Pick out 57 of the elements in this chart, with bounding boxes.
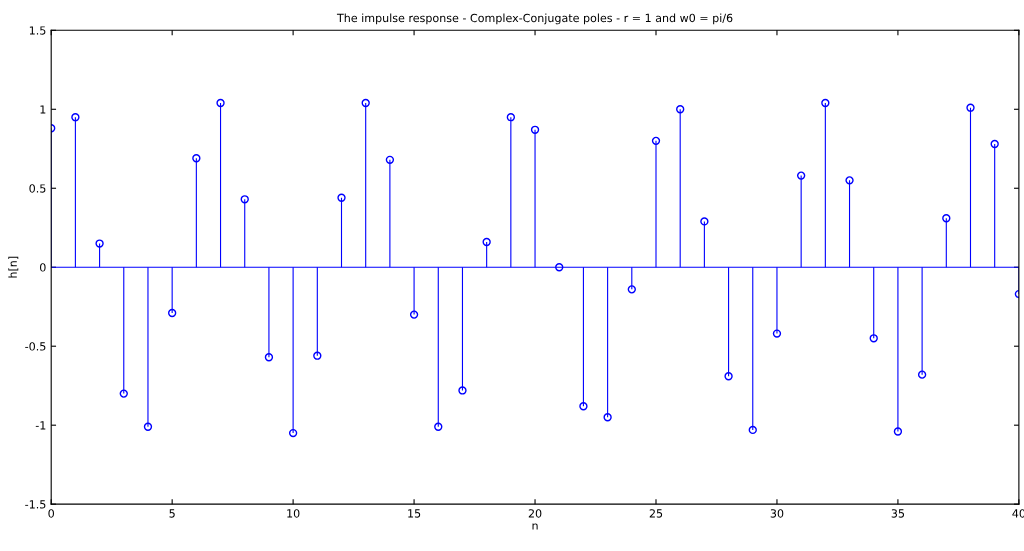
point — [240, 195, 249, 204]
y-tick-label: 0.5 — [29, 184, 46, 193]
y-tick-label: -0.5 — [25, 342, 46, 351]
point — [143, 422, 153, 431]
x-tick-label: 5 — [169, 509, 175, 518]
y-tick-label: 0 — [40, 263, 46, 272]
point — [869, 334, 878, 343]
point — [385, 155, 395, 164]
point — [772, 329, 782, 338]
x-tick-label: 30 — [770, 509, 784, 518]
point — [603, 413, 612, 422]
x-tick-label: 15 — [408, 509, 421, 518]
point — [434, 422, 443, 431]
point — [917, 370, 927, 379]
point — [627, 285, 636, 294]
point — [579, 402, 588, 411]
point — [893, 427, 903, 436]
point — [700, 217, 709, 226]
y-axis-title: h[n] — [8, 256, 19, 278]
chart-title: The impulse response - Complex-Conjugate poles - r = 1 and w0 = pi/6 — [336, 13, 733, 25]
point — [651, 136, 661, 146]
point — [676, 105, 685, 114]
y-tick-label: 1.5 — [29, 26, 46, 35]
y-tick-label: 1 — [40, 105, 46, 114]
point — [409, 310, 419, 319]
point — [119, 389, 128, 398]
point — [313, 351, 322, 360]
x-tick-label: 25 — [649, 509, 663, 518]
point — [216, 98, 225, 108]
point — [796, 171, 806, 180]
point — [845, 176, 854, 185]
x-axis-title: n — [532, 523, 538, 530]
point — [192, 154, 201, 163]
point — [264, 353, 274, 362]
point — [555, 263, 564, 272]
point — [724, 372, 733, 381]
x-tick-label: 35 — [891, 509, 905, 518]
point — [361, 98, 370, 108]
point — [337, 193, 346, 202]
point — [942, 214, 951, 223]
point — [530, 125, 540, 134]
point — [821, 98, 830, 108]
point — [458, 386, 467, 395]
x-tick-label: 20 — [528, 509, 542, 518]
point — [966, 103, 975, 112]
point — [506, 113, 516, 122]
point — [167, 308, 177, 318]
point — [95, 239, 104, 248]
point — [482, 237, 491, 247]
x-tick-label: 0 — [48, 509, 54, 518]
x-tick-label: 10 — [287, 509, 300, 518]
point — [748, 425, 757, 435]
y-tick-label: -1 — [35, 421, 46, 430]
point — [71, 113, 80, 122]
point — [990, 139, 999, 149]
point — [288, 428, 298, 438]
y-tick-label: -1.5 — [25, 500, 46, 509]
